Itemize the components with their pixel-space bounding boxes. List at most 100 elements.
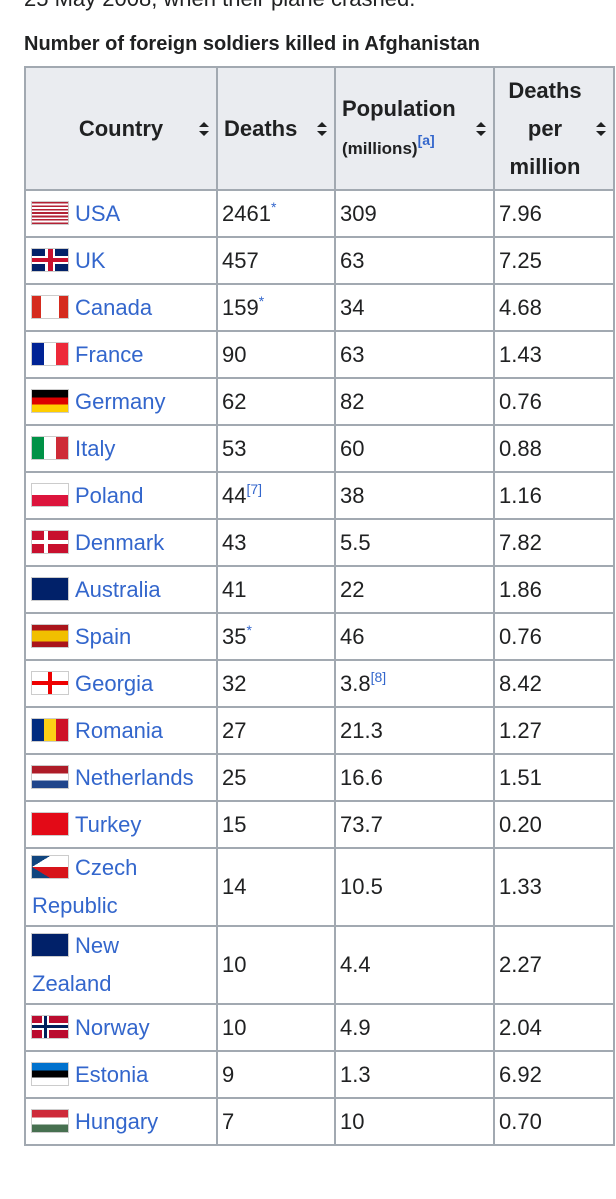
country-link[interactable]: Germany [75, 388, 166, 414]
country-cell: Germany [24, 377, 218, 426]
header-label: Deaths [224, 115, 298, 141]
table-row: New Zealand 10 4.4 2.27 [24, 925, 615, 1005]
per-million-value: 7.96 [499, 200, 542, 226]
per-million-value: 8.42 [499, 670, 542, 696]
note-sup: * [271, 199, 276, 215]
country-link[interactable]: Norway [75, 1014, 150, 1040]
per-million-value: 1.43 [499, 341, 542, 367]
population-value: 16.6 [340, 764, 383, 790]
table-row: Spain 35* 46 0.76 [24, 612, 615, 661]
deaths-cell: 90 [216, 330, 336, 379]
country-link[interactable]: Hungary [75, 1108, 159, 1134]
per-million-cell: 7.96 [493, 189, 615, 238]
flag-icon [32, 1015, 68, 1038]
note-link[interactable]: * [246, 621, 252, 638]
table-row: Hungary 7 10 0.70 [24, 1097, 615, 1146]
per-million-cell: 6.92 [493, 1050, 615, 1099]
table-row: UK 457 63 7.25 [24, 236, 615, 285]
flag-icon [32, 577, 68, 600]
flag-icon [32, 1109, 68, 1132]
flag-icon [32, 248, 68, 271]
deaths-cell: 41 [216, 565, 336, 614]
country-link[interactable]: Czech Republic [32, 855, 138, 918]
country-cell: Poland [24, 471, 218, 520]
deaths-cell: 9 [216, 1050, 336, 1099]
deaths-value: 10 [222, 952, 247, 977]
country-link[interactable]: France [75, 341, 144, 367]
country-link[interactable]: Spain [75, 623, 132, 649]
population-value: 21.3 [340, 717, 383, 743]
country-link[interactable]: Italy [75, 435, 116, 461]
population-value: 73.7 [340, 811, 383, 837]
deaths-value: 457 [222, 247, 259, 273]
sort-icon [199, 121, 209, 136]
note-link[interactable]: [7] [246, 480, 263, 497]
header-cell[interactable]: Population (millions)[a] [334, 66, 495, 191]
population-cell: 16.6 [334, 753, 495, 802]
country-cell: Czech Republic [24, 847, 218, 927]
table-row: Czech Republic 14 10.5 1.33 [24, 847, 615, 927]
note-sup: * [246, 622, 251, 638]
note-link[interactable]: * [270, 198, 277, 215]
table-row: Georgia 32 3.8[8] 8.42 [24, 659, 615, 708]
flag-icon [32, 389, 68, 412]
header-cell[interactable]: Deaths per million [493, 66, 615, 191]
per-million-value: 2.27 [499, 952, 542, 977]
table-row: Turkey 15 73.7 0.20 [24, 800, 615, 849]
table-row: Norway 10 4.9 2.04 [24, 1003, 615, 1052]
country-link[interactable]: Romania [75, 717, 164, 743]
per-million-value: 0.76 [499, 388, 542, 414]
table-body: USA 2461* 309 7.96 UK 457 63 7.25 Canada 159* 34 4.… [24, 189, 615, 1146]
top-note: 25 May 2008, when their plane crashed. [24, 0, 415, 12]
country-link[interactable]: UK [75, 247, 106, 273]
population-cell: 46 [334, 612, 495, 661]
per-million-value: 1.33 [499, 874, 542, 899]
deaths-cell: 44[7] [216, 471, 336, 520]
country-link[interactable]: Georgia [75, 670, 154, 696]
deaths-cell: 35* [216, 612, 336, 661]
flag-icon [32, 201, 68, 224]
note-link[interactable]: * [258, 292, 265, 309]
sort-icon [317, 121, 327, 136]
note-sup: [8] [371, 669, 387, 685]
country-link[interactable]: Poland [75, 482, 144, 508]
per-million-cell: 1.33 [493, 847, 615, 927]
flag-icon [32, 342, 68, 365]
population-cell: 63 [334, 330, 495, 379]
flag-icon [32, 436, 68, 459]
flag-icon [32, 934, 68, 956]
deaths-value: 159 [222, 294, 259, 320]
country-link[interactable]: Netherlands [75, 764, 194, 790]
country-link[interactable]: Canada [75, 294, 153, 320]
header-cell[interactable]: Deaths [216, 66, 336, 191]
population-value: 4.4 [340, 952, 371, 977]
population-cell: 1.3 [334, 1050, 495, 1099]
population-value: 10 [340, 1108, 365, 1134]
population-value: 10.5 [340, 874, 383, 899]
country-link[interactable]: Turkey [75, 811, 142, 837]
note-sup: * [259, 293, 264, 309]
country-cell: Netherlands [24, 753, 218, 802]
population-value: 3.8 [340, 670, 371, 696]
table-row: Australia 41 22 1.86 [24, 565, 615, 614]
per-million-cell: 0.20 [493, 800, 615, 849]
per-million-value: 6.92 [499, 1061, 542, 1087]
deaths-value: 10 [222, 1014, 247, 1040]
per-million-value: 1.51 [499, 764, 542, 790]
per-million-cell: 1.16 [493, 471, 615, 520]
country-link[interactable]: Australia [75, 576, 161, 602]
country-link[interactable]: New Zealand [32, 933, 120, 996]
country-link[interactable]: Denmark [75, 529, 165, 555]
deaths-cell: 2461* [216, 189, 336, 238]
country-link[interactable]: Estonia [75, 1061, 149, 1087]
deaths-value: 35 [222, 623, 247, 649]
country-cell: Italy [24, 424, 218, 473]
note-link[interactable]: [8] [370, 668, 387, 685]
country-cell: Georgia [24, 659, 218, 708]
country-cell: Norway [24, 1003, 218, 1052]
header-cell[interactable]: Country [24, 66, 218, 191]
population-cell: 22 [334, 565, 495, 614]
flag-icon [32, 812, 68, 835]
country-link[interactable]: USA [75, 200, 121, 226]
note-link[interactable]: [a] [417, 131, 435, 148]
